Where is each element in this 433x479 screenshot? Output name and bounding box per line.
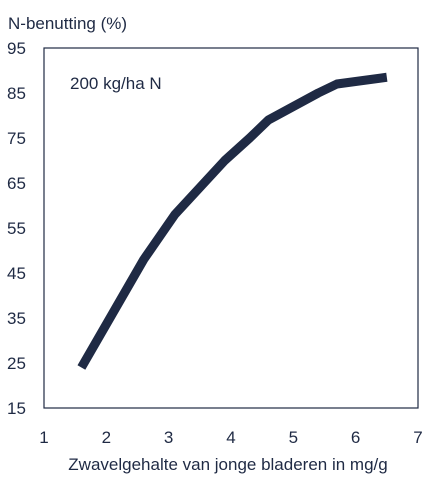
y-tick-label: 75 [7, 129, 26, 148]
y-tick-label: 25 [7, 354, 26, 373]
y-tick-label: 35 [7, 309, 26, 328]
y-tick-label: 85 [7, 84, 26, 103]
x-tick-label: 7 [413, 428, 422, 447]
y-tick-label: 15 [7, 399, 26, 418]
y-tick-label: 45 [7, 264, 26, 283]
x-tick-label: 1 [39, 428, 48, 447]
x-tick-label: 6 [351, 428, 360, 447]
y-tick-label: 65 [7, 174, 26, 193]
series-line [77, 72, 388, 370]
y-tick-label: 95 [7, 39, 26, 58]
x-tick-label: 2 [102, 428, 111, 447]
x-tick-label: 4 [226, 428, 235, 447]
chart-annotation: 200 kg/ha N [70, 74, 162, 93]
plot-frame [43, 47, 419, 409]
y-tick-label: 55 [7, 219, 26, 238]
x-tick-label: 5 [289, 428, 298, 447]
y-tick-labels: 15 25 35 45 55 65 75 85 95 [7, 39, 26, 418]
y-axis-label: N-benutting (%) [8, 14, 127, 33]
x-tick-label: 3 [164, 428, 173, 447]
x-tick-labels: 1 2 3 4 5 6 7 [39, 428, 422, 447]
x-axis-label: Zwavelgehalte van jonge bladeren in mg/g [68, 455, 387, 474]
